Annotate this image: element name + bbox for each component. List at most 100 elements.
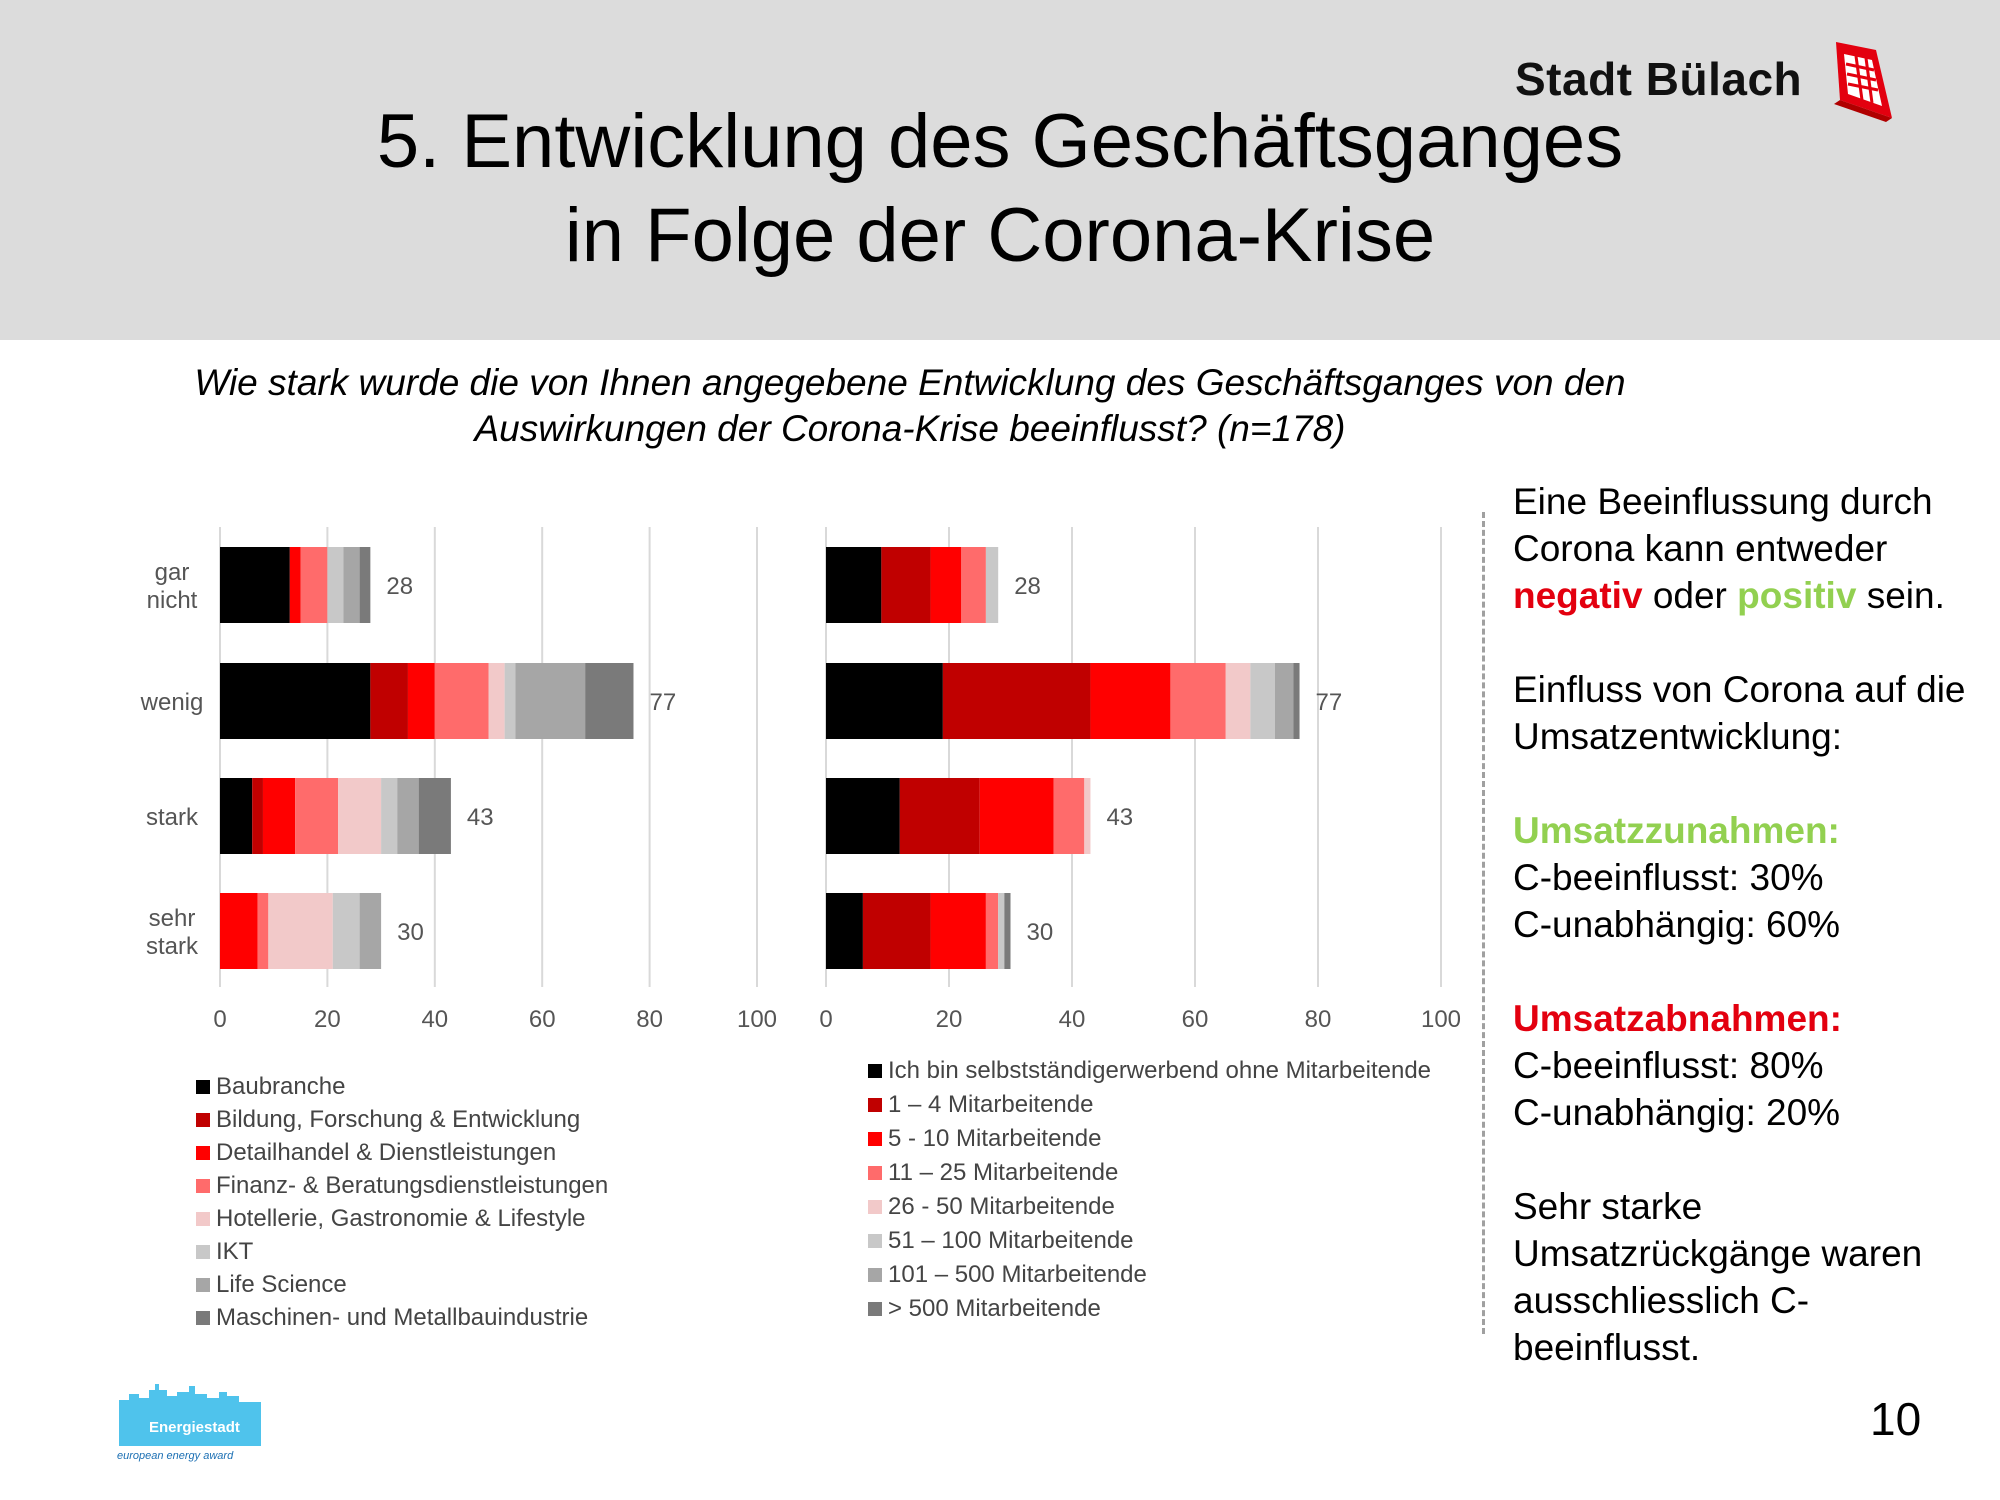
x-tick-label: 100 (1421, 1006, 1461, 1033)
legend-item: Finanz- & Beratungsdienstleistungen (196, 1169, 608, 1202)
bar-segment (289, 547, 301, 623)
legend-by-branch: Baubranche Bildung, Forschung & Entwicklu… (196, 1070, 608, 1334)
chart-by-branch: 0 20 40 60 80 100 28 gar nicht 77 wenig 43 stark 30 se… (140, 527, 777, 1033)
zunahmen-line-2: C-unabhängig: 60% (1513, 904, 1841, 945)
bar-segment (1274, 663, 1294, 739)
bar-segment (1053, 778, 1085, 854)
category-label-line: wenig (140, 689, 204, 716)
legend-item: Maschinen- und Metallbauindustrie (196, 1301, 608, 1334)
zunahmen-line-1: C-beeinflusst: 30% (1513, 857, 1824, 898)
legend-swatch (868, 1200, 882, 1214)
bar-segment (1293, 663, 1300, 739)
title-line-2: in Folge der Corona-Krise (564, 193, 1436, 278)
legend-label: Ich bin selbstständigerwerbend ohne Mita… (888, 1057, 1432, 1084)
bar-total-label: 28 (1014, 573, 1041, 600)
bar-segment (397, 778, 419, 854)
brand-name: Stadt Bülach (1515, 53, 1803, 105)
bar-segment (930, 547, 962, 623)
legend-by-company-size: Ich bin selbstständigerwerbend ohne Mita… (868, 1054, 1431, 1326)
legend-item: 51 – 100 Mitarbeitende (868, 1224, 1431, 1258)
x-tick-label: 20 (936, 1006, 963, 1033)
bar-total-label: 43 (467, 804, 494, 831)
bar-segment (332, 893, 360, 969)
legend-item: 11 – 25 Mitarbeitende (868, 1156, 1431, 1190)
legend-swatch (868, 1132, 882, 1146)
legend-swatch (868, 1064, 882, 1078)
legend-label: 1 – 4 Mitarbeitende (888, 1091, 1094, 1118)
category-label: sehr stark (146, 905, 199, 960)
category-label-line: stark (146, 804, 199, 831)
bar-segment (1084, 778, 1091, 854)
bar-segment (268, 893, 333, 969)
legend-label: 101 – 500 Mitarbeitende (888, 1261, 1147, 1288)
abnahmen-heading: Umsatzabnahmen: (1513, 998, 1842, 1039)
bar-segment (300, 547, 328, 623)
bar-segment (1090, 663, 1171, 739)
bar-segment (343, 547, 360, 623)
bar-segment (899, 778, 980, 854)
category-label-line: nicht (147, 587, 198, 614)
bar-segment (338, 778, 382, 854)
category-label: wenig (140, 689, 204, 716)
bar-segment (985, 893, 999, 969)
bar-segment (295, 778, 339, 854)
x-tick-label: 60 (529, 1006, 556, 1033)
bar-segment (862, 893, 931, 969)
conclusion-text: Sehr starke Umsatzrückgänge waren aussch… (1513, 1186, 1923, 1368)
stadt-buelach-logo-icon (1834, 42, 1892, 122)
negativ-word: negativ (1513, 575, 1643, 616)
intro-paragraph: Eine Beeinflussung durch Corona kann ent… (1513, 478, 1993, 619)
legend-swatch (868, 1302, 882, 1316)
x-tick-label: 80 (1305, 1006, 1332, 1033)
bar-total-label: 77 (1316, 689, 1343, 716)
legend-label: Hotellerie, Gastronomie & Lifestyle (216, 1204, 586, 1232)
slide-title: 5. Entwicklung des Geschäftsganges in Fo… (250, 95, 1750, 283)
legend-label: 5 - 10 Mitarbeitende (888, 1125, 1102, 1152)
legend-item: Hotellerie, Gastronomie & Lifestyle (196, 1202, 608, 1235)
legend-swatch (868, 1268, 882, 1282)
legend-swatch (868, 1166, 882, 1180)
bar-segment (515, 663, 586, 739)
legend-label: 26 - 50 Mitarbeitende (888, 1193, 1115, 1220)
bar-total-label: 30 (397, 919, 424, 946)
bar-segment (826, 778, 900, 854)
bar-segment (961, 547, 986, 623)
bar-segment (370, 663, 408, 739)
bar-total-label: 28 (386, 573, 413, 600)
legend-item: 26 - 50 Mitarbeitende (868, 1190, 1431, 1224)
legend-label: Bildung, Forschung & Entwicklung (216, 1105, 581, 1133)
abnahmen-line-1: C-beeinflusst: 80% (1513, 1045, 1824, 1086)
bar-segment (257, 893, 269, 969)
bar-total-label: 43 (1106, 804, 1133, 831)
legend-swatch (868, 1098, 882, 1112)
category-label-line: stark (146, 933, 199, 960)
bar-segment (1170, 663, 1226, 739)
x-tick-label: 80 (636, 1006, 663, 1033)
question-line-2: Auswirkungen der Corona-Krise beeinfluss… (474, 408, 1346, 449)
legend-item: Detailhandel & Dienstleistungen (196, 1136, 608, 1169)
energiestadt-logo-tagline: european energy award (117, 1450, 234, 1462)
bar-segment (381, 778, 398, 854)
bar-segment (252, 778, 263, 854)
question-line-1: Wie stark wurde die von Ihnen angegebene… (194, 362, 1626, 403)
bar-segment (220, 663, 371, 739)
legend-swatch (196, 1310, 210, 1325)
title-line-1: 5. Entwicklung des Geschäftsganges (376, 99, 1624, 184)
x-tick-label: 40 (1059, 1006, 1086, 1033)
positiv-word: positiv (1737, 575, 1857, 616)
bar-segment (585, 663, 634, 739)
bar-segment (930, 893, 986, 969)
oder-word: oder (1652, 575, 1727, 616)
legend-item: 101 – 500 Mitarbeitende (868, 1258, 1431, 1292)
legend-label: Finanz- & Beratungsdienstleistungen (216, 1171, 609, 1199)
legend-swatch (196, 1178, 210, 1193)
legend-label: 11 – 25 Mitarbeitende (888, 1159, 1119, 1186)
x-tick-label: 0 (213, 1006, 226, 1033)
bar-segment (985, 547, 999, 623)
legend-swatch (196, 1211, 210, 1226)
legend-item: 5 - 10 Mitarbeitende (868, 1122, 1431, 1156)
x-tick-label: 40 (421, 1006, 448, 1033)
energiestadt-logo-name: Energiestadt (149, 1419, 240, 1436)
bar-segment (220, 778, 253, 854)
legend-item: Life Science (196, 1268, 608, 1301)
